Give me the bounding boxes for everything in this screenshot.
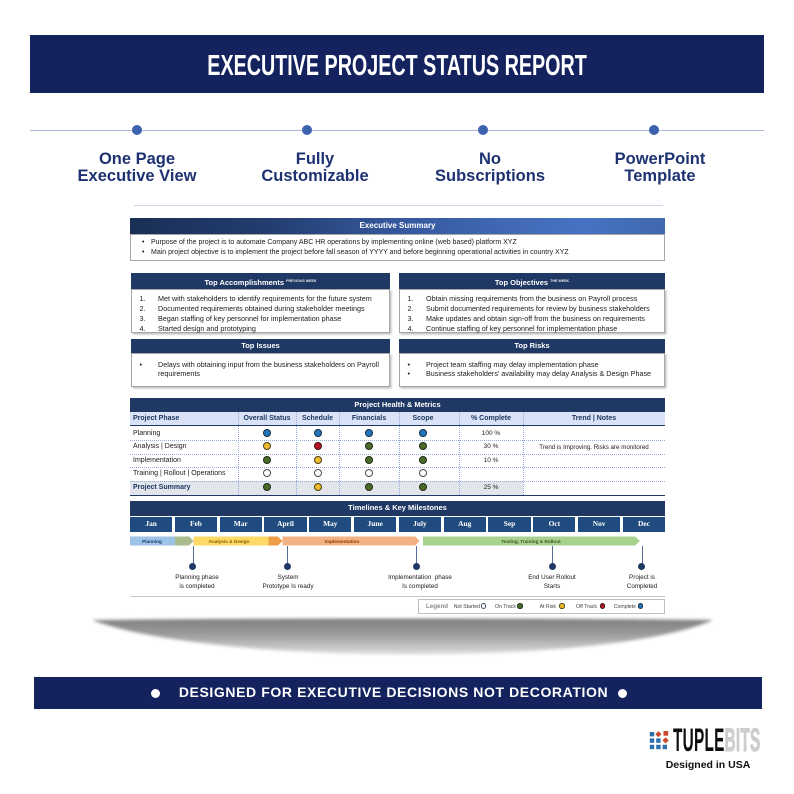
- svg-text:Analysis & Design: Analysis & Design: [209, 539, 250, 544]
- svg-text:Implementation: Implementation: [325, 539, 360, 544]
- svg-text:Testing, Training & Rollout: Testing, Training & Rollout: [501, 539, 561, 544]
- svg-text:Planning: Planning: [142, 539, 162, 544]
